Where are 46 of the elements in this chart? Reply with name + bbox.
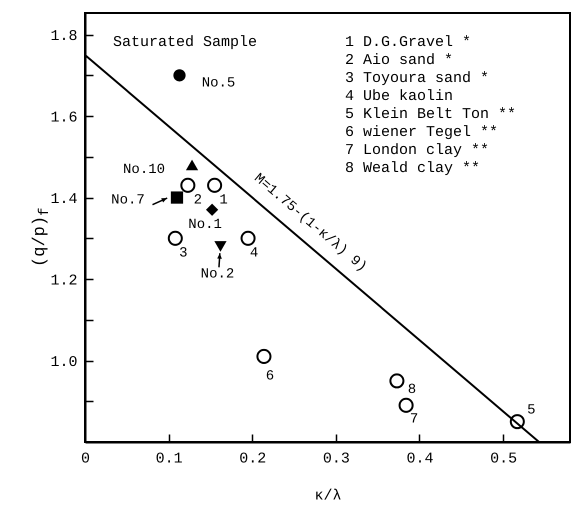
annotation: 3 [179,245,188,262]
x-axis-title: κ/λ [314,488,342,504]
x-tick-label: 0 [80,450,90,468]
annotation: 8 [408,382,416,398]
point [207,178,222,193]
point [398,398,414,413]
point [206,204,218,216]
annotation: 7 [410,411,418,428]
annotation: No.1 [188,216,222,233]
point [214,241,227,252]
point [186,160,198,170]
annotation: 2 Aio sand * [345,52,454,69]
point [173,69,186,82]
annotation: 3 Toyoura sand * [345,70,490,87]
point [168,230,183,246]
annotation: 8 Weald clay ** [345,160,480,177]
point [256,348,272,364]
annotation: 2 [194,192,202,208]
y-tick-label: 1.2 [50,272,78,290]
y-tick-label: 1.4 [50,191,78,208]
point [240,230,256,246]
point [510,414,525,430]
point [180,178,196,193]
annotation: 1 D.G.Gravel * [345,34,472,51]
point [389,373,404,388]
annotation: 5 Klein Belt Ton ** [345,106,516,123]
annotation: No.5 [202,75,236,92]
annotation: Saturated Sample [113,34,258,51]
x-tick-label: 0.2 [239,450,266,468]
annotation: 6 wiener Tegel ** [345,124,498,141]
y-tick-label: 1.6 [50,110,78,127]
x-tick-label: 0.1 [156,450,183,468]
annotation: 5 [527,402,536,419]
point [170,191,184,204]
annotation: 4 Ube kaolin [345,88,454,105]
x-tick-label: 0.5 [490,450,518,468]
annotation: No.10 [123,162,166,178]
annotation: 7 London clay ** [345,142,490,159]
annotation: 6 [266,368,274,384]
annotation: No.2 [200,266,234,282]
y-tick-label: 1.0 [50,354,78,372]
x-tick-label: 0.3 [322,450,350,468]
x-tick-label: 0.4 [406,450,434,468]
annotation: No.7 [111,192,145,209]
annotation: 1 [219,192,228,208]
y-tick-label: 1.8 [50,28,78,46]
